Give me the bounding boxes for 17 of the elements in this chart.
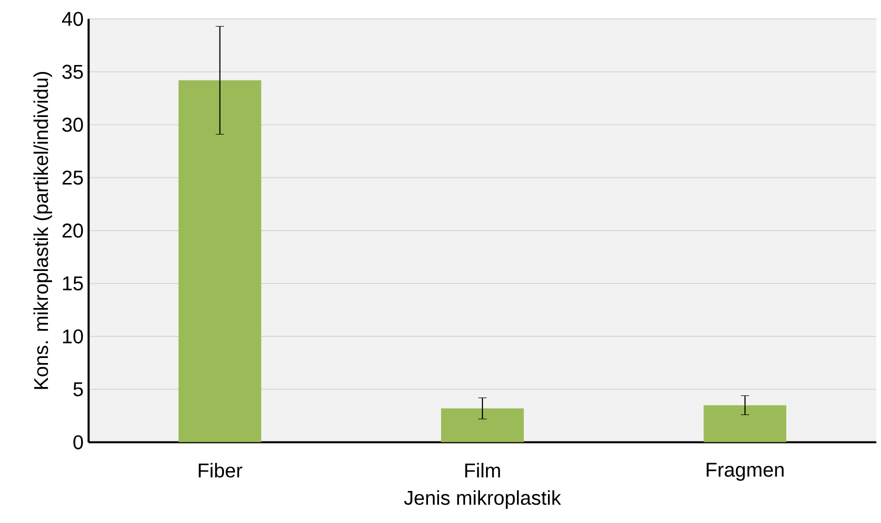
y-tick-label: 30: [62, 118, 83, 132]
x-axis-title: Jenis mikroplastik: [404, 490, 562, 509]
y-tick-label: 0: [73, 435, 83, 450]
y-tick-label: 20: [62, 224, 83, 238]
x-tick-label: Film: [465, 462, 500, 478]
y-axis-title: Kons. mikroplastik (partikel/individu): [33, 72, 52, 389]
y-tick-label: 10: [63, 329, 83, 344]
y-tick-label: 15: [63, 276, 83, 290]
y-tick-label: 40: [62, 12, 83, 26]
x-tick-label: Fragmen: [706, 462, 784, 481]
y-tick-label: 5: [73, 382, 83, 396]
y-tick-label: 35: [62, 64, 83, 79]
y-tick-label: 25: [62, 170, 83, 185]
bar: [441, 408, 524, 442]
bar: [178, 80, 262, 442]
bar: [704, 405, 786, 442]
x-tick-label: Fiber: [198, 462, 242, 478]
